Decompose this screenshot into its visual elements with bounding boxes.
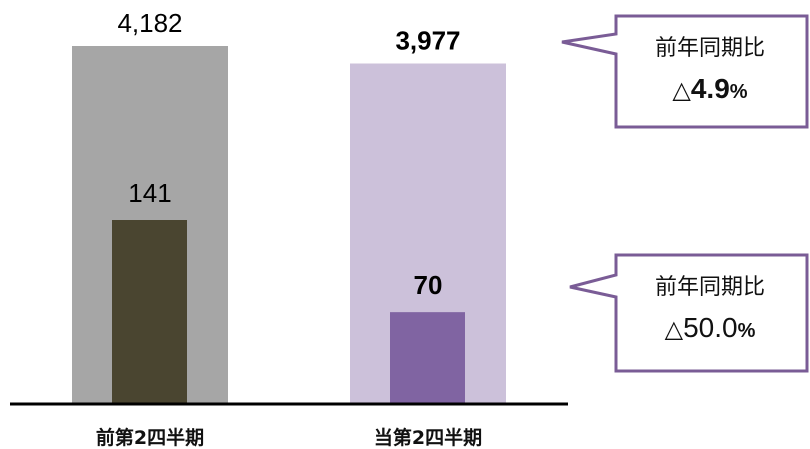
callout-value: 4.9 xyxy=(690,73,730,104)
category-label-2: 当第2四半期 xyxy=(374,426,482,449)
callout-label: 前年同期比 xyxy=(654,275,765,300)
callout-unit: % xyxy=(729,81,748,103)
callout-outline xyxy=(569,253,809,373)
outer-value-label-1: 4,182 xyxy=(117,8,182,38)
inner-bar-2 xyxy=(390,312,465,403)
callout-outer-change: 前年同期比 △4.9% xyxy=(560,14,809,129)
inner-bars-group xyxy=(112,220,465,403)
callout-value: 50.0 xyxy=(683,312,738,343)
inner-value-label-2: 70 xyxy=(414,270,443,300)
outer-value-label-2: 3,977 xyxy=(395,26,460,56)
labels-group: 4,182 3,977 141 70 前第2四半期 当第2四半期 xyxy=(96,8,482,449)
callout-outline xyxy=(561,14,809,129)
outer-bars-group xyxy=(72,46,506,403)
decrease-triangle-icon: △ xyxy=(672,76,691,104)
inner-bar-1 xyxy=(112,220,187,403)
callout-unit: % xyxy=(737,320,756,342)
callout-inner-change: 前年同期比 △50.0% xyxy=(568,253,809,373)
callout-shape xyxy=(561,14,809,129)
category-label-1: 前第2四半期 xyxy=(96,426,204,449)
callout-shape xyxy=(569,253,809,373)
decrease-triangle-icon: △ xyxy=(664,315,684,343)
inner-value-label-1: 141 xyxy=(128,178,171,208)
callout-label: 前年同期比 xyxy=(654,36,765,61)
